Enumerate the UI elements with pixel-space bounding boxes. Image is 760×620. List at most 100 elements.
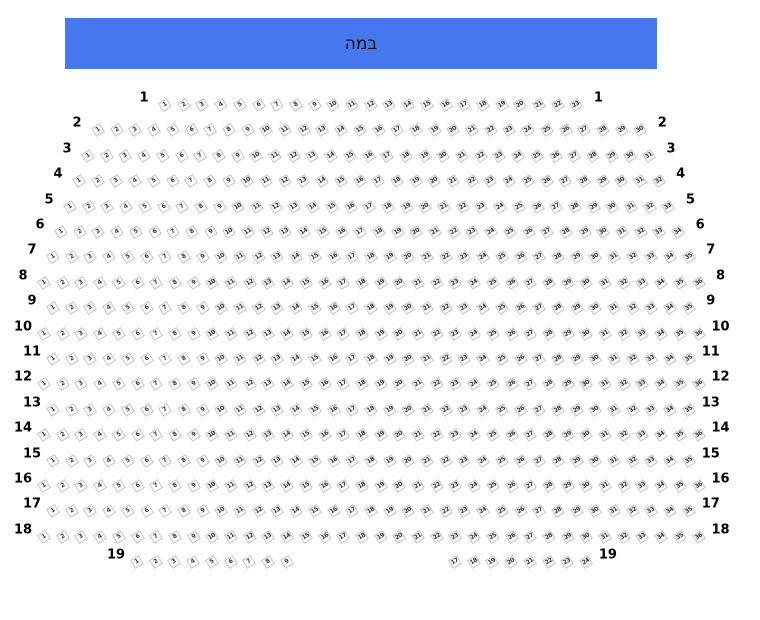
seat[interactable]: 22 (429, 377, 444, 392)
seat[interactable]: 10 (205, 479, 220, 493)
seat[interactable]: 5 (120, 453, 135, 468)
seat[interactable]: 33 (635, 377, 650, 392)
seat[interactable]: 7 (158, 504, 173, 519)
seat[interactable]: 2 (55, 275, 70, 290)
seat[interactable]: 10 (214, 301, 229, 316)
seat[interactable]: 1 (37, 377, 51, 392)
seat[interactable]: 6 (130, 529, 145, 544)
seat[interactable]: 10 (259, 123, 274, 138)
seat[interactable]: 23 (457, 352, 472, 366)
seat[interactable]: 15 (307, 352, 322, 366)
seat[interactable]: 28 (542, 326, 556, 341)
seat[interactable]: 16 (317, 428, 332, 443)
seat[interactable]: 18 (355, 275, 369, 290)
seat[interactable]: 23 (457, 453, 472, 468)
seat[interactable]: 25 (494, 504, 509, 519)
seat[interactable]: 15 (352, 123, 367, 138)
seat[interactable]: 1 (72, 174, 86, 189)
seat[interactable]: 30 (579, 326, 594, 341)
seat[interactable]: 8 (177, 250, 191, 265)
seat[interactable]: 1 (46, 352, 60, 366)
seat[interactable]: 17 (336, 377, 351, 392)
seat[interactable]: 36 (691, 479, 706, 493)
seat[interactable]: 20 (513, 98, 528, 112)
seat[interactable]: 21 (411, 479, 425, 493)
seat[interactable]: 27 (532, 301, 547, 316)
seat[interactable]: 31 (607, 301, 621, 316)
seat[interactable]: 13 (270, 504, 285, 519)
seat[interactable]: 13 (315, 123, 330, 138)
seat[interactable]: 18 (399, 148, 413, 163)
seat[interactable]: 7 (270, 98, 285, 112)
seat[interactable]: 33 (635, 428, 650, 443)
seat[interactable]: 35 (681, 250, 696, 265)
seat[interactable]: 27 (549, 199, 564, 214)
seat[interactable]: 8 (168, 275, 182, 290)
seat[interactable]: 14 (280, 479, 294, 493)
seat[interactable]: 26 (558, 123, 573, 138)
seat[interactable]: 7 (184, 174, 199, 189)
seat[interactable]: 7 (149, 377, 164, 392)
seat[interactable]: 7 (149, 275, 164, 290)
seat[interactable]: 6 (139, 504, 154, 519)
seat[interactable]: 15 (298, 428, 313, 443)
seat[interactable]: 16 (317, 326, 332, 341)
seat[interactable]: 6 (139, 402, 154, 417)
seat[interactable]: 29 (560, 479, 575, 493)
seat[interactable]: 5 (111, 428, 126, 443)
seat[interactable]: 6 (174, 148, 189, 163)
seat[interactable]: 33 (644, 504, 659, 519)
seat[interactable]: 33 (644, 250, 659, 265)
seat[interactable]: 20 (418, 199, 433, 214)
seat[interactable]: 22 (446, 225, 461, 239)
seat[interactable]: 3 (74, 377, 89, 392)
seat[interactable]: 29 (614, 123, 629, 138)
seat[interactable]: 19 (390, 225, 405, 239)
seat[interactable]: 13 (278, 225, 293, 239)
seat[interactable]: 22 (429, 529, 444, 544)
seat[interactable]: 23 (457, 504, 472, 519)
seat[interactable]: 9 (203, 225, 218, 239)
seat[interactable]: 20 (401, 402, 416, 417)
seat[interactable]: 1 (37, 428, 51, 443)
seat[interactable]: 17 (336, 275, 351, 290)
seat[interactable]: 28 (542, 479, 556, 493)
seat[interactable]: 15 (298, 529, 313, 544)
seat[interactable]: 27 (523, 326, 538, 341)
seat[interactable]: 25 (485, 275, 500, 290)
seat[interactable]: 20 (427, 174, 442, 189)
seat[interactable]: 20 (392, 326, 407, 341)
seat[interactable]: 32 (616, 479, 631, 493)
seat[interactable]: 31 (598, 326, 612, 341)
seat[interactable]: 25 (502, 225, 517, 239)
seat[interactable]: 10 (205, 275, 220, 290)
seat[interactable]: 27 (523, 529, 538, 544)
seat[interactable]: 21 (446, 174, 460, 189)
seat[interactable]: 33 (644, 453, 659, 468)
seat[interactable]: 13 (296, 174, 311, 189)
seat[interactable]: 12 (296, 123, 311, 138)
seat[interactable]: 14 (289, 250, 303, 265)
seat[interactable]: 4 (93, 326, 107, 341)
seat[interactable]: 32 (642, 199, 657, 214)
seat[interactable]: 24 (476, 504, 490, 519)
seat[interactable]: 7 (242, 555, 257, 570)
seat[interactable]: 12 (242, 377, 257, 392)
seat[interactable]: 9 (195, 402, 210, 417)
seat[interactable]: 4 (147, 123, 161, 138)
seat[interactable]: 29 (569, 504, 584, 519)
seat[interactable]: 26 (539, 174, 554, 189)
seat[interactable]: 8 (168, 428, 182, 443)
seat[interactable]: 1 (158, 98, 172, 112)
seat[interactable]: 22 (429, 428, 444, 443)
seat[interactable]: 4 (214, 98, 228, 112)
seat[interactable]: 10 (214, 453, 229, 468)
seat[interactable]: 29 (560, 529, 575, 544)
seat[interactable]: 22 (464, 174, 479, 189)
seat[interactable]: 1 (46, 301, 60, 316)
seat[interactable]: 4 (93, 529, 107, 544)
seat[interactable]: 27 (532, 504, 547, 519)
seat[interactable]: 24 (476, 352, 490, 366)
seat[interactable]: 24 (467, 479, 481, 493)
seat[interactable]: 9 (240, 123, 255, 138)
